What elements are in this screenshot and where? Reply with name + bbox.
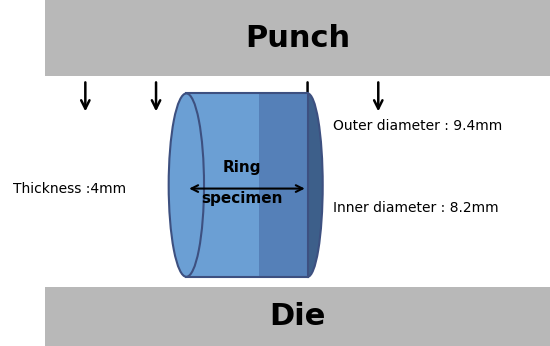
Text: Outer diameter : 9.4mm: Outer diameter : 9.4mm — [333, 119, 502, 133]
Text: specimen: specimen — [201, 191, 283, 207]
Text: Thickness :4mm: Thickness :4mm — [13, 182, 126, 195]
Ellipse shape — [293, 93, 323, 277]
Bar — [259, 93, 307, 277]
Ellipse shape — [169, 93, 204, 277]
Bar — [45, 0, 550, 76]
Bar — [45, 287, 550, 346]
Text: Die: Die — [270, 302, 326, 331]
Text: Punch: Punch — [245, 24, 350, 53]
Text: Inner diameter : 8.2mm: Inner diameter : 8.2mm — [333, 201, 498, 215]
Bar — [186, 93, 307, 277]
Text: Ring: Ring — [223, 160, 261, 175]
